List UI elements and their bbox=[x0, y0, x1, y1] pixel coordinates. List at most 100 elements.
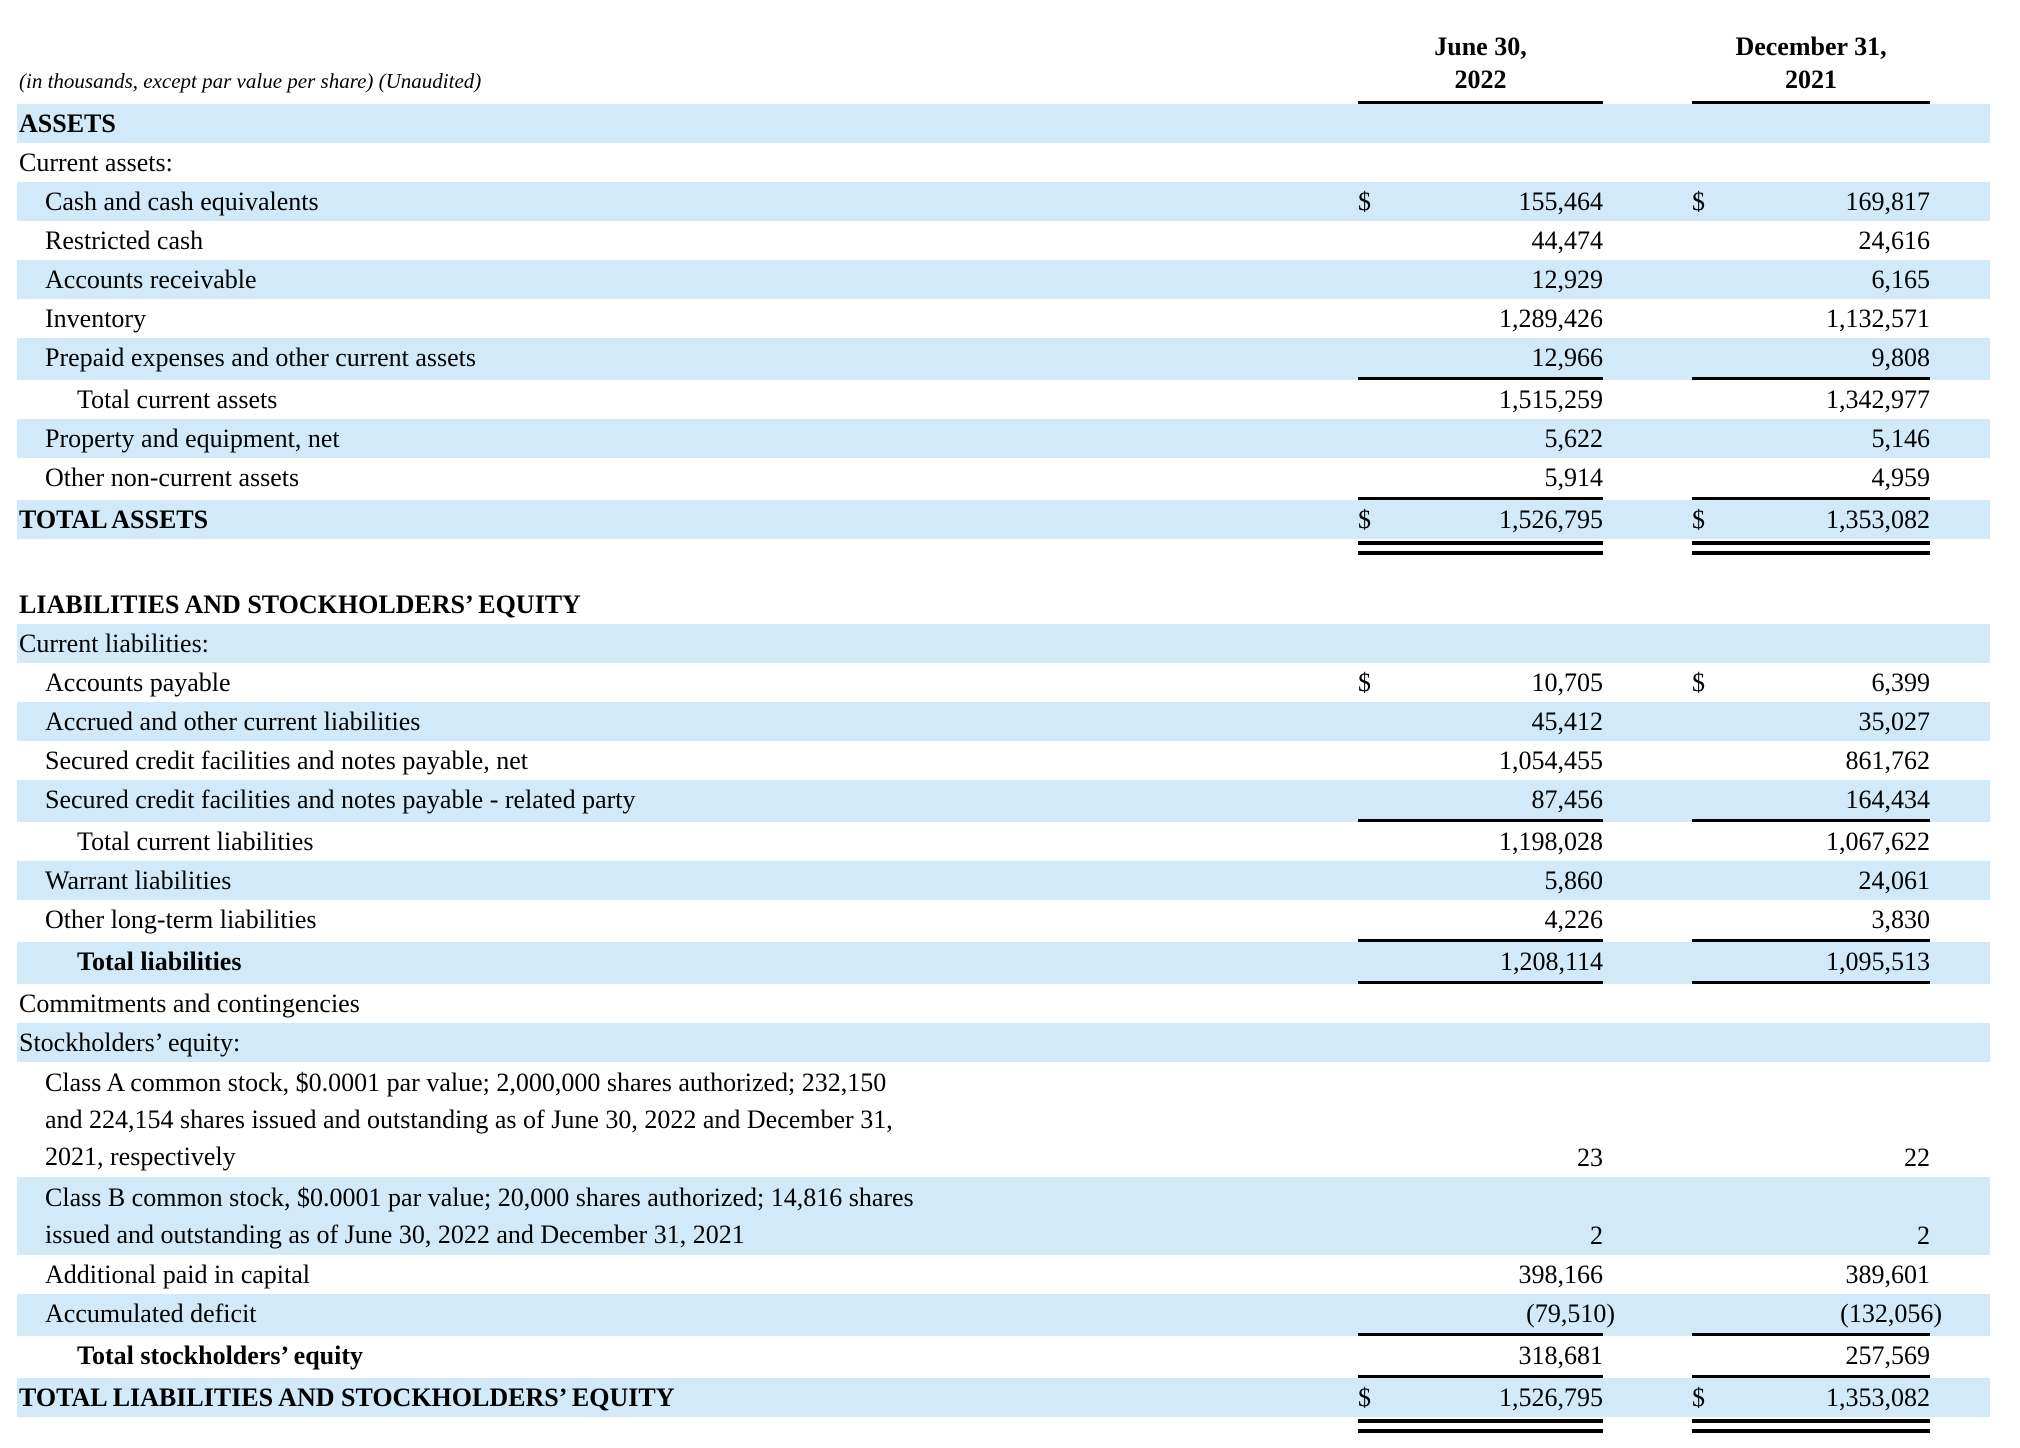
currency-symbol: $ bbox=[1358, 505, 1371, 534]
column-gap bbox=[1603, 741, 1692, 780]
right-padding bbox=[1930, 663, 1990, 702]
currency-symbol: $ bbox=[1692, 505, 1705, 534]
row-label-line: Class B common stock, $0.0001 par value;… bbox=[45, 1183, 914, 1212]
value: 9,808 bbox=[1871, 343, 1931, 372]
row-label: Class A common stock, $0.0001 par value;… bbox=[17, 1062, 1358, 1177]
column-gap bbox=[1603, 822, 1692, 861]
value-cell: 24,616 bbox=[1692, 221, 1931, 260]
value-cell: 1,289,426 bbox=[1358, 299, 1603, 338]
row-label: TOTAL ASSETS bbox=[19, 505, 209, 534]
value-cell: 398,166 bbox=[1358, 1255, 1604, 1294]
value-cell: $1,353,082 bbox=[1692, 500, 1930, 539]
right-padding bbox=[1930, 861, 1990, 900]
right-padding bbox=[1930, 182, 1990, 221]
column-gap bbox=[1603, 702, 1692, 741]
value-cell: 1,342,977 bbox=[1692, 380, 1930, 419]
table-row: Cash and cash equivalents $155,464 $169,81… bbox=[17, 182, 1990, 221]
value: 44,474 bbox=[1531, 226, 1604, 255]
value: 169,817 bbox=[1845, 187, 1931, 216]
value: 1,095,513 bbox=[1826, 947, 1930, 976]
table-row: LIABILITIES AND STOCKHOLDERS’ EQUITY bbox=[17, 585, 1990, 624]
table-row: Commitments and contingencies bbox=[17, 984, 1990, 1023]
row-label: Total liabilities bbox=[77, 947, 242, 976]
value: 23 bbox=[1577, 1143, 1603, 1172]
double-rule bbox=[1692, 1419, 1930, 1433]
balance-sheet-table: ASSETS Current assets: Cash and cash equiv… bbox=[17, 104, 1990, 1433]
right-padding bbox=[1930, 260, 1990, 299]
value-cell bbox=[1692, 624, 1930, 663]
value-cell: 35,027 bbox=[1692, 702, 1931, 741]
right-padding bbox=[1930, 1336, 1990, 1378]
right-padding bbox=[1930, 458, 1990, 500]
value-cell: $169,817 bbox=[1692, 182, 1930, 221]
value-cell: 4,226 bbox=[1358, 900, 1603, 942]
value-cell: 1,515,259 bbox=[1358, 380, 1603, 419]
right-padding bbox=[1930, 822, 1990, 861]
column-header-line1: June 30, bbox=[1434, 32, 1527, 61]
value: (79,510) bbox=[1526, 1299, 1615, 1328]
value-cell bbox=[1358, 585, 1603, 624]
column-header-june-30-2022: June 30, 2022 bbox=[1358, 30, 1603, 104]
value: 4,959 bbox=[1871, 463, 1931, 492]
right-padding bbox=[1930, 1378, 1990, 1417]
right-padding bbox=[1930, 741, 1990, 780]
value: 6,165 bbox=[1871, 265, 1931, 294]
table-row: Total current assets 1,515,259 1,342,977 bbox=[17, 380, 1990, 419]
value-cell: 1,208,114 bbox=[1358, 942, 1603, 984]
value-cell: 2 bbox=[1358, 1216, 1603, 1255]
row-label: Accounts receivable bbox=[45, 265, 257, 294]
table-caption: (in thousands, except par value per shar… bbox=[19, 69, 482, 93]
currency-symbol: $ bbox=[1692, 668, 1705, 697]
row-label: Total current liabilities bbox=[77, 827, 314, 856]
column-gap bbox=[1603, 500, 1692, 539]
row-label: Additional paid in capital bbox=[45, 1260, 310, 1289]
table-row: Accounts receivable 12,929 6,165 bbox=[17, 260, 1990, 299]
value: 2 bbox=[1917, 1221, 1930, 1250]
value: 22 bbox=[1904, 1143, 1930, 1172]
value-cell bbox=[1692, 1023, 1930, 1062]
value: 1,526,795 bbox=[1499, 505, 1603, 534]
table-row: Total current liabilities 1,198,028 1,067,… bbox=[17, 822, 1990, 861]
value-cell: 389,601 bbox=[1692, 1255, 1931, 1294]
row-label-line: issued and outstanding as of June 30, 20… bbox=[45, 1220, 745, 1249]
table-row: Additional paid in capital 398,166 389,601 bbox=[17, 1255, 1990, 1294]
value-cell: 45,412 bbox=[1358, 702, 1604, 741]
row-label: Secured credit facilities and notes paya… bbox=[45, 746, 528, 775]
table-row: Current liabilities: bbox=[17, 624, 1990, 663]
row-label: Current liabilities: bbox=[19, 629, 209, 658]
right-padding bbox=[1930, 1023, 1990, 1062]
double-rule-row bbox=[17, 1417, 1990, 1433]
currency-symbol: $ bbox=[1692, 1383, 1705, 1412]
value-cell: 23 bbox=[1358, 1138, 1603, 1177]
value-cell: 164,434 bbox=[1692, 780, 1930, 822]
table-row: Secured credit facilities and notes paya… bbox=[17, 741, 1990, 780]
right-padding bbox=[1930, 984, 1990, 1023]
row-label: LIABILITIES AND STOCKHOLDERS’ EQUITY bbox=[19, 590, 581, 619]
value: 398,166 bbox=[1518, 1260, 1604, 1289]
right-padding bbox=[1930, 1255, 1990, 1294]
value-cell: 257,569 bbox=[1692, 1336, 1930, 1378]
value: 5,914 bbox=[1544, 463, 1604, 492]
value-cell bbox=[1358, 624, 1603, 663]
value-cell: 24,061 bbox=[1692, 861, 1931, 900]
value-cell: 5,622 bbox=[1358, 419, 1604, 458]
currency-symbol: $ bbox=[1358, 187, 1371, 216]
value: 155,464 bbox=[1518, 187, 1604, 216]
value-cell: 22 bbox=[1692, 1138, 1930, 1177]
currency-symbol: $ bbox=[1358, 668, 1371, 697]
row-label: Restricted cash bbox=[45, 226, 204, 255]
column-header-line2: 2022 bbox=[1454, 65, 1507, 94]
value-cell: 5,914 bbox=[1358, 458, 1603, 500]
value-cell: 5,860 bbox=[1358, 861, 1604, 900]
double-rule-row bbox=[17, 539, 1990, 555]
table-row: TOTAL ASSETS $1,526,795 $1,353,082 bbox=[17, 500, 1990, 539]
column-gap bbox=[1603, 419, 1692, 458]
table-row: TOTAL LIABILITIES AND STOCKHOLDERS’ EQUI… bbox=[17, 1378, 1990, 1417]
value-cell: 861,762 bbox=[1692, 741, 1931, 780]
table-row: Prepaid expenses and other current asset… bbox=[17, 338, 1990, 380]
column-gap bbox=[1603, 104, 1692, 143]
value-cell bbox=[1692, 143, 1930, 182]
table-row: Other long-term liabilities 4,226 3,830 bbox=[17, 900, 1990, 942]
row-label-line: Class A common stock, $0.0001 par value;… bbox=[45, 1068, 887, 1097]
